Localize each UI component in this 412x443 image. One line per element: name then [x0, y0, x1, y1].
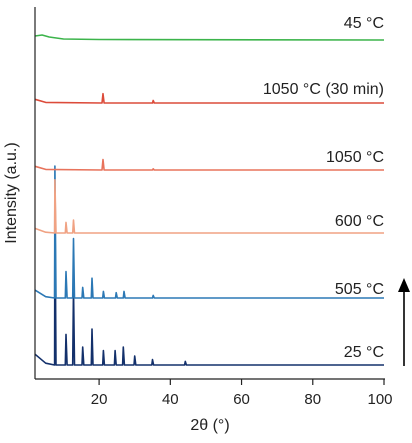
x-tick-label: 60 [233, 391, 250, 408]
series-label-45-c: 45 °C [344, 15, 384, 32]
series-labels: 25 °C 505 °C 600 °C 1050 °C 1050 °C (30 min)… [263, 15, 384, 361]
series-label-1050-c: 1050 °C [326, 149, 384, 166]
series-label-25-c: 25 °C [344, 344, 384, 361]
series-line-600-c [34, 179, 384, 234]
x-tick-label: 20 [91, 391, 108, 408]
series-label-600-c: 600 °C [335, 213, 384, 230]
series-label-1050-c-30-min: 1050 °C (30 min) [263, 81, 384, 98]
series-line-1050-c-30-min [34, 92, 384, 104]
y-axis-label: Intensity (a.u.) [3, 142, 20, 243]
series-line-1050-c [34, 158, 384, 171]
series-traces [34, 34, 385, 366]
x-tick-label: 100 [367, 391, 392, 408]
x-tick-label: 80 [304, 391, 321, 408]
x-tick-label: 40 [162, 391, 179, 408]
series-line-25-c [34, 193, 384, 366]
heating-arrow-head [398, 278, 410, 292]
series-label-505-c: 505 °C [335, 281, 384, 298]
x-axis-label: 2θ (°) [190, 417, 229, 434]
series-line-505-c [34, 165, 384, 299]
series-line-45-c [34, 34, 385, 41]
x-ticks: 20 40 60 80 100 [91, 379, 393, 408]
heating-arrow [398, 278, 410, 366]
